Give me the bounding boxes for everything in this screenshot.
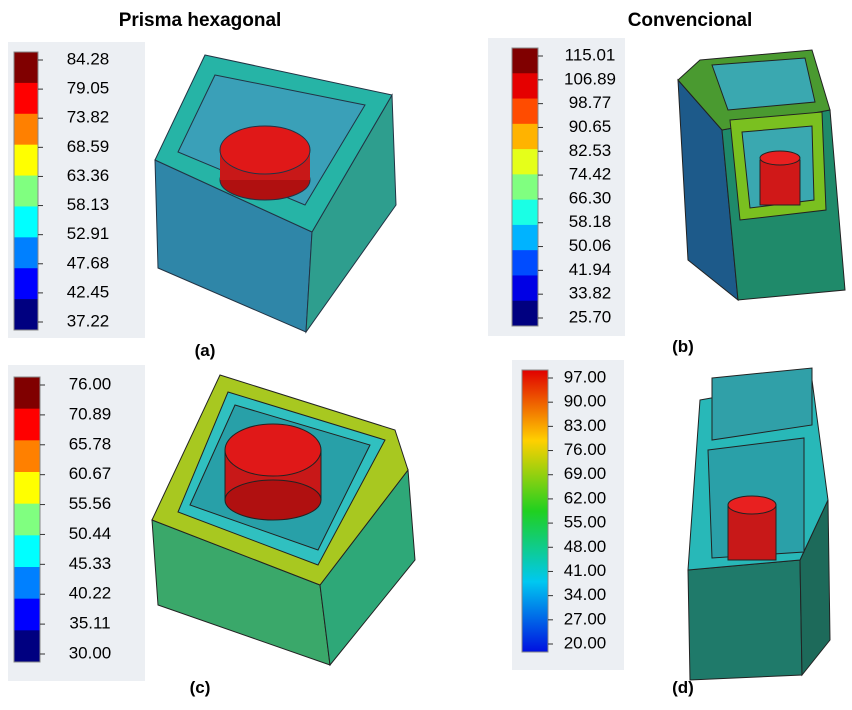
scale-label: 58.13 <box>67 195 110 214</box>
scale-label: 25.70 <box>569 307 612 326</box>
scale-label: 34.00 <box>564 585 607 604</box>
scale-label: 97.00 <box>564 367 607 386</box>
colorbar-band <box>512 99 538 125</box>
colorbar-gradient <box>522 370 548 652</box>
scale-label: 74.42 <box>569 165 612 184</box>
scale-label: 68.59 <box>67 137 110 156</box>
colorbar-band <box>512 124 538 150</box>
colorbar-band <box>512 73 538 99</box>
scale-label: 65.78 <box>69 434 112 453</box>
colorbar-band <box>512 275 538 301</box>
colorbar-band <box>14 299 38 330</box>
scale-label: 45.33 <box>69 554 112 573</box>
scale-label: 70.89 <box>69 404 112 423</box>
colorbar-band <box>14 472 40 504</box>
colorbar-band <box>14 52 38 83</box>
render-c <box>152 375 415 665</box>
scale-label: 82.53 <box>569 141 612 160</box>
scale-label: 55.00 <box>564 513 607 532</box>
scale-label: 69.00 <box>564 464 607 483</box>
colorbar-band <box>14 83 38 114</box>
colorbar-band <box>512 149 538 175</box>
scale-label: 52.91 <box>67 224 110 243</box>
scale-label: 47.68 <box>67 253 110 272</box>
scale-label: 84.28 <box>67 49 110 68</box>
scale-label: 90.00 <box>564 392 607 411</box>
scale-label: 98.77 <box>569 93 612 112</box>
scale-label: 76.00 <box>69 374 112 393</box>
scale-label: 73.82 <box>67 108 110 127</box>
scale-label: 106.89 <box>564 69 616 88</box>
colorbar-band <box>14 535 40 567</box>
scale-label: 60.67 <box>69 464 112 483</box>
scale-label: 20.00 <box>564 633 607 652</box>
scale-label: 115.01 <box>565 45 616 64</box>
colorbar-band <box>512 174 538 200</box>
colorbar-band <box>14 409 40 441</box>
panel-label: (c) <box>190 678 211 697</box>
colorbar-band <box>14 176 38 207</box>
scale-label: 62.00 <box>564 488 607 507</box>
scale-label: 48.00 <box>564 537 607 556</box>
scale-label: 66.30 <box>569 188 612 207</box>
scale-label: 41.94 <box>569 260 612 279</box>
header-left: Prisma hexagonal <box>119 10 282 31</box>
scale-label: 50.06 <box>569 236 612 255</box>
panel-label: (d) <box>672 678 694 697</box>
scale-label: 33.82 <box>569 284 612 303</box>
scale-label: 42.45 <box>67 282 110 301</box>
colorbar-band <box>14 206 38 237</box>
colorbar-band <box>14 268 38 299</box>
figure: Prisma hexagonal Convencional <box>0 0 852 710</box>
colorbar-band <box>14 630 40 662</box>
scale-label: 50.44 <box>69 524 112 543</box>
colorbar-band <box>512 200 538 226</box>
scale-label: 40.22 <box>69 584 112 603</box>
scale-label: 55.56 <box>69 494 112 513</box>
scale-label: 27.00 <box>564 609 607 628</box>
colorbar-band <box>14 440 40 472</box>
colorbar-band <box>14 237 38 268</box>
colorbar-band <box>14 567 40 599</box>
colorbar-band <box>512 225 538 251</box>
colorbar-band <box>14 599 40 631</box>
scale-label: 37.22 <box>67 311 110 330</box>
scale-label: 90.65 <box>569 117 612 136</box>
panel-label: (b) <box>672 337 694 356</box>
colorbar-band <box>512 250 538 276</box>
scale-label: 63.36 <box>67 166 110 185</box>
render-b <box>678 50 845 300</box>
scale-label: 79.05 <box>67 79 110 98</box>
scale-label: 76.00 <box>564 440 607 459</box>
colorbar-band <box>14 377 40 409</box>
colorbar-band <box>14 145 38 176</box>
colorbar-band <box>512 48 538 74</box>
scale-label: 58.18 <box>569 212 612 231</box>
header-right: Convencional <box>628 10 753 31</box>
colorbar-band <box>14 504 40 536</box>
render-d <box>688 368 830 680</box>
panel-label: (a) <box>195 341 216 360</box>
scale-label: 35.11 <box>69 614 110 633</box>
render-a <box>155 55 396 332</box>
colorbar-band <box>512 301 538 327</box>
scale-label: 30.00 <box>69 643 112 662</box>
scale-label: 83.00 <box>564 416 607 435</box>
scale-label: 41.00 <box>564 561 607 580</box>
colorbar-band <box>14 114 38 145</box>
